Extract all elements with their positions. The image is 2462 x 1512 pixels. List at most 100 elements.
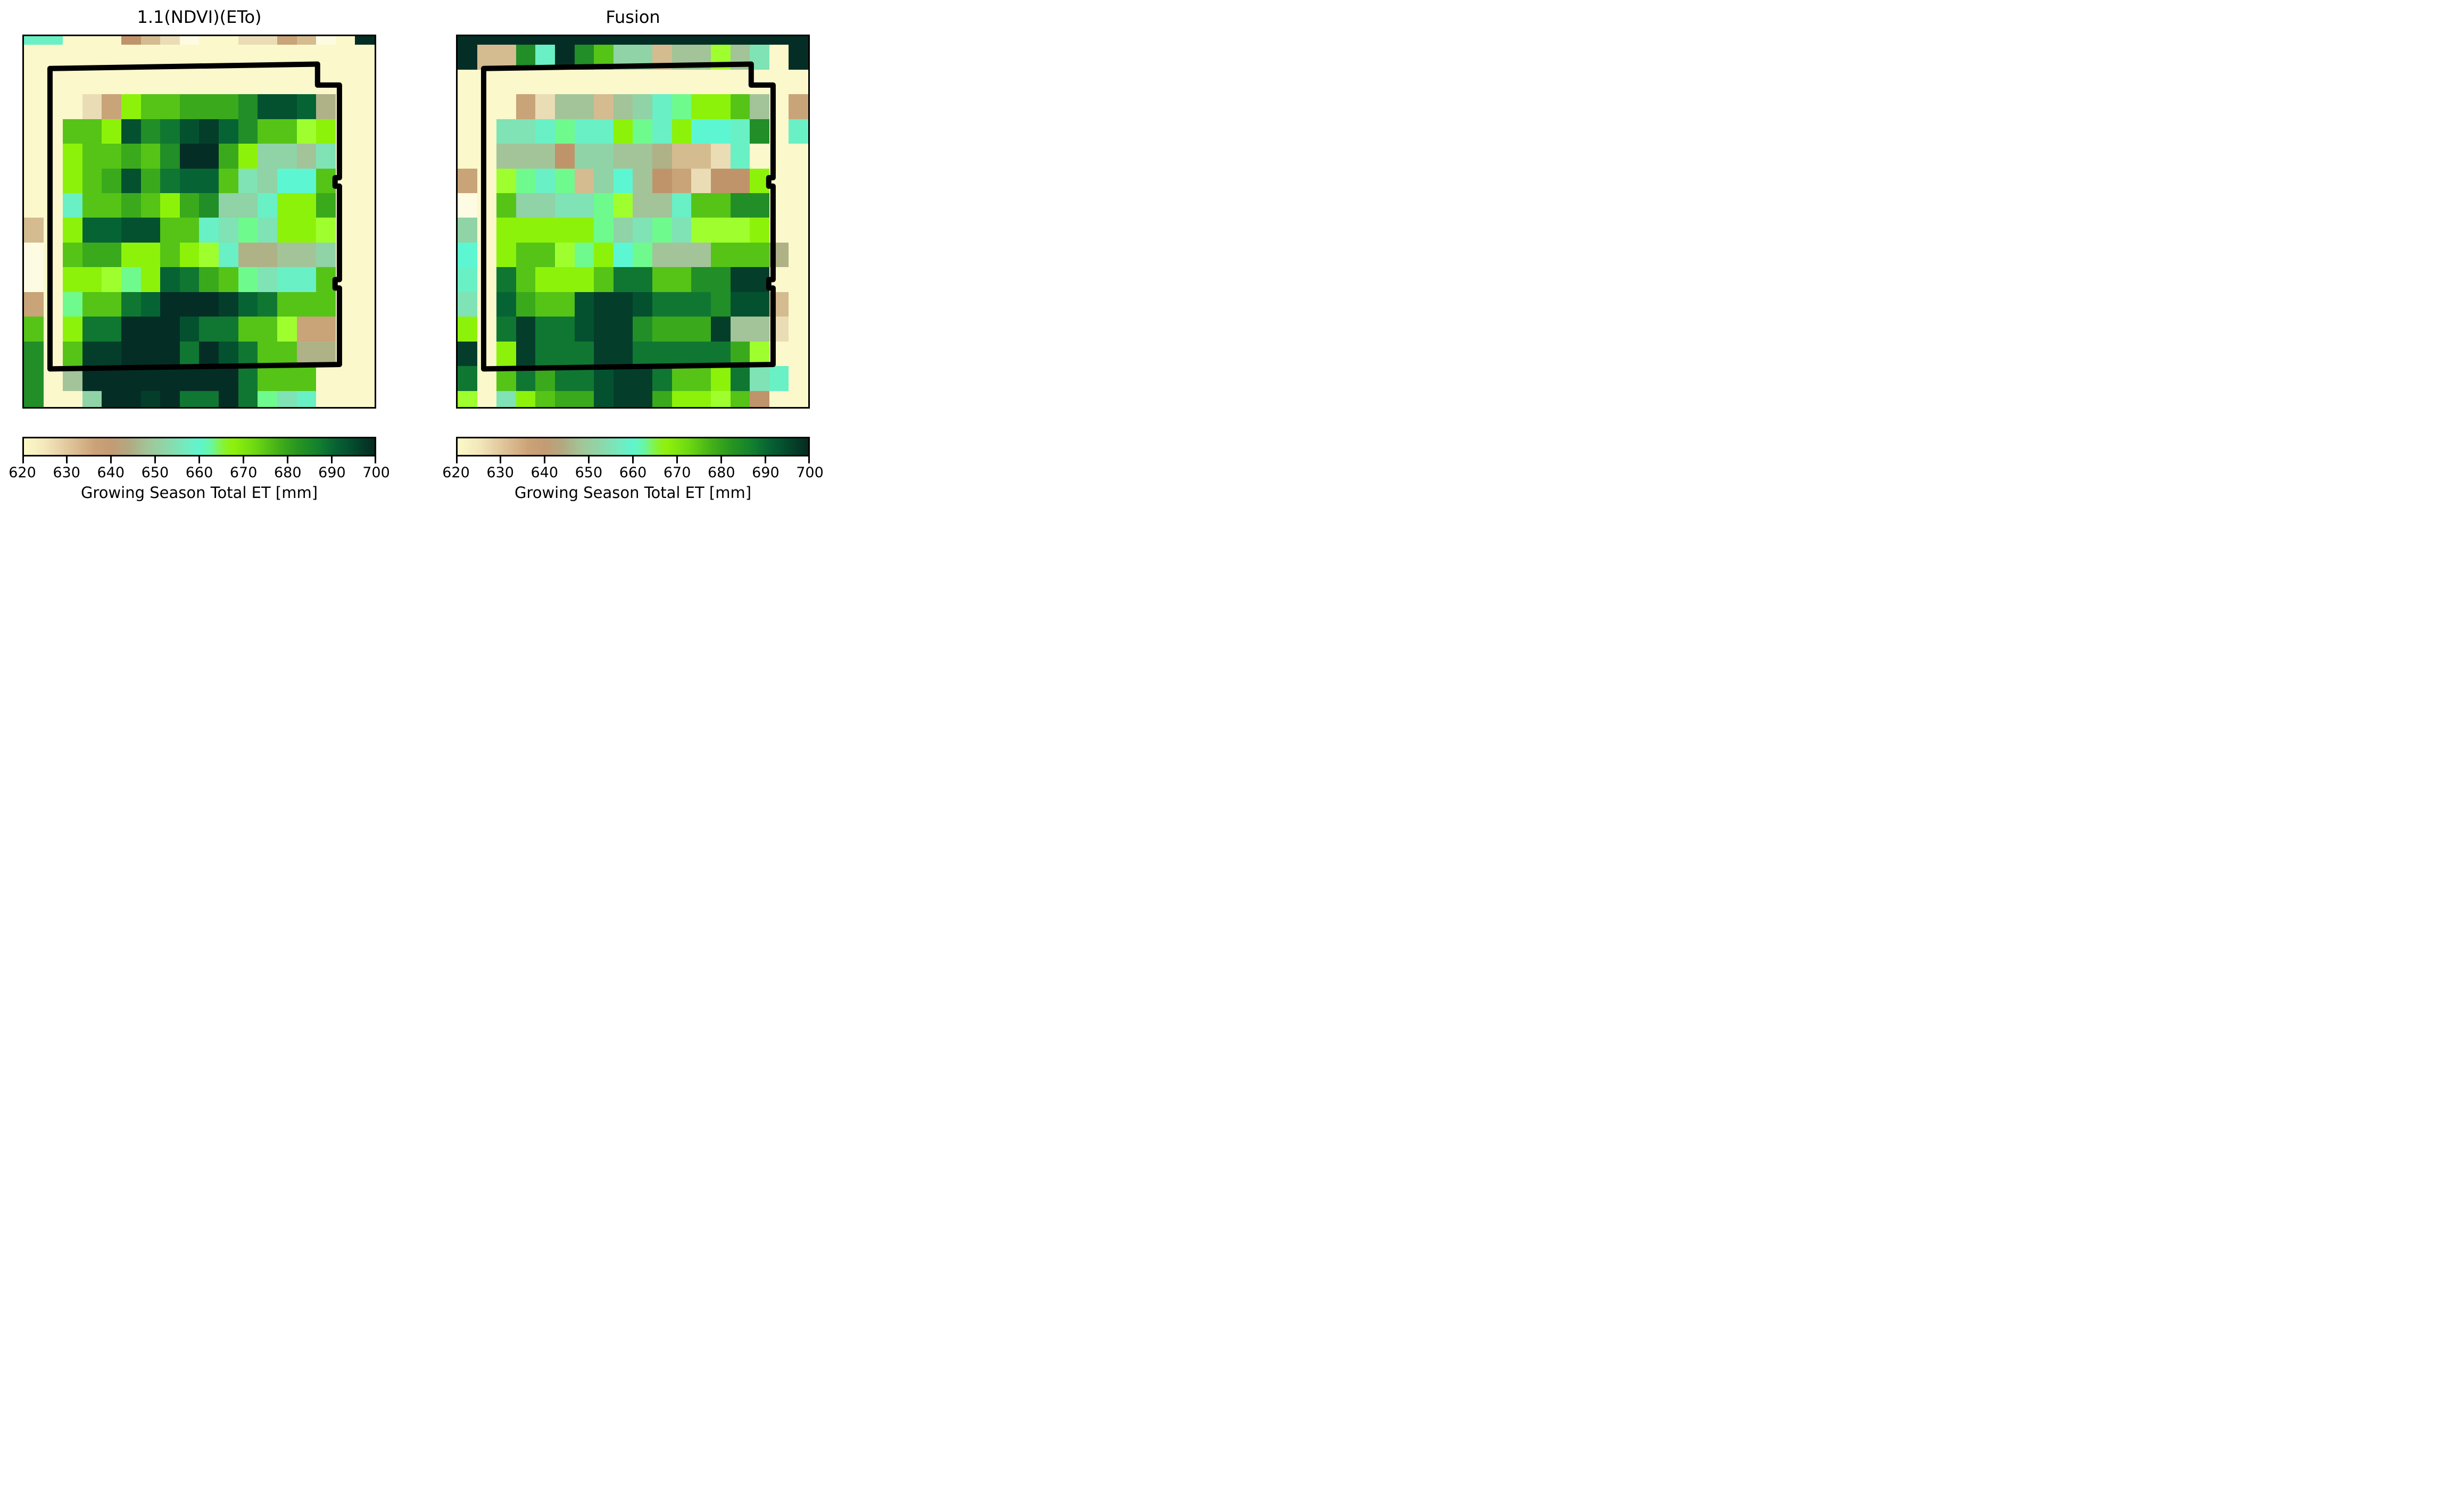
- heatmap-cell: [594, 193, 614, 218]
- heatmap-cell: [672, 366, 692, 391]
- heatmap-cell: [199, 69, 219, 95]
- heatmap-cell: [477, 292, 497, 317]
- heatmap-cell: [160, 45, 180, 70]
- heatmap-cell: [594, 317, 614, 342]
- heatmap-cell: [102, 45, 122, 70]
- colorbar-tick: [543, 456, 545, 463]
- colorbar-tick-label: 680: [273, 464, 302, 481]
- heatmap-row: [24, 144, 375, 169]
- heatmap-cell: [199, 218, 219, 243]
- heatmap-cell: [335, 317, 355, 342]
- heatmap-cell: [477, 36, 497, 45]
- heatmap-cell: [24, 267, 44, 292]
- heatmap-cell: [730, 242, 750, 268]
- heatmap-cell: [296, 292, 317, 317]
- heatmap-cell: [102, 193, 122, 218]
- heatmap-cell: [277, 45, 297, 70]
- heatmap-cell: [769, 341, 789, 367]
- heatmap-cell: [555, 242, 575, 268]
- heatmap-row: [24, 94, 375, 119]
- heatmap-cell: [277, 366, 297, 391]
- heatmap-cell: [477, 168, 497, 193]
- heatmap-cell: [594, 242, 614, 268]
- heatmap-cell: [769, 168, 789, 193]
- heatmap-cell: [633, 242, 653, 268]
- heatmap-cell: [672, 69, 692, 95]
- heatmap-cell: [238, 119, 258, 144]
- heatmap-cell: [458, 94, 477, 119]
- heatmap-cell: [710, 45, 731, 70]
- colorbar-tick-label: 620: [442, 464, 470, 481]
- heatmap-cell: [477, 144, 497, 169]
- heatmap-cell: [121, 36, 141, 45]
- heatmap-cell: [613, 193, 633, 218]
- heatmap-row: [458, 341, 808, 367]
- heatmap-cell: [179, 144, 200, 169]
- heatmap-cell: [535, 69, 556, 95]
- heatmap-cell: [574, 193, 594, 218]
- heatmap-cell: [535, 144, 556, 169]
- heatmap-cell: [277, 218, 297, 243]
- heatmap-cell: [179, 391, 200, 407]
- heatmap-cell: [516, 144, 536, 169]
- heatmap-cell: [121, 218, 141, 243]
- heatmap-cell: [63, 391, 82, 407]
- heatmap-row: [24, 45, 375, 70]
- heatmap-cell: [613, 341, 633, 367]
- heatmap-cell: [102, 267, 122, 292]
- heatmap-cell: [296, 193, 317, 218]
- heatmap-row: [458, 94, 808, 119]
- heatmap-cell: [43, 193, 63, 218]
- heatmap-cell: [672, 94, 692, 119]
- heatmap-cell: [750, 94, 769, 119]
- heatmap-cell: [613, 69, 633, 95]
- heatmap-cell: [652, 193, 672, 218]
- heatmap-cell: [750, 119, 769, 144]
- heatmap-cell: [63, 94, 82, 119]
- heatmap-cell: [516, 168, 536, 193]
- heatmap-cell: [140, 144, 161, 169]
- heatmap-cell: [82, 341, 102, 367]
- heatmap-cell: [535, 366, 556, 391]
- heatmap-cell: [652, 144, 672, 169]
- heatmap-cell: [574, 317, 594, 342]
- heatmap-cell: [140, 267, 161, 292]
- colorbar-tick: [499, 456, 501, 463]
- heatmap-cell: [140, 317, 161, 342]
- heatmap-cell: [750, 292, 769, 317]
- heatmap-cell: [730, 168, 750, 193]
- heatmap-cell: [633, 391, 653, 407]
- heatmap-cell: [574, 144, 594, 169]
- heatmap-cell: [24, 36, 44, 45]
- heatmap-cell: [594, 267, 614, 292]
- heatmap-cell: [160, 267, 180, 292]
- heatmap-cell: [102, 36, 122, 45]
- heatmap-cell: [769, 317, 789, 342]
- heatmap-cell: [769, 242, 789, 268]
- heatmap-cell: [121, 193, 141, 218]
- heatmap-cell: [335, 144, 355, 169]
- heatmap-cell: [63, 144, 82, 169]
- heatmap-cell: [594, 144, 614, 169]
- heatmap-cell: [710, 218, 731, 243]
- heatmap-cell: [594, 366, 614, 391]
- heatmap-cell: [296, 94, 317, 119]
- heatmap-cell: [82, 94, 102, 119]
- heatmap-cell: [258, 242, 277, 268]
- heatmap-cell: [613, 168, 633, 193]
- colorbar-tick: [587, 456, 590, 463]
- heatmap-row: [458, 119, 808, 144]
- heatmap-cell: [672, 193, 692, 218]
- heatmap-cell: [121, 292, 141, 317]
- heatmap-cell: [496, 317, 516, 342]
- colorbar-tick: [65, 456, 68, 463]
- colorbar-tick: [110, 456, 112, 463]
- heatmap-cell: [613, 144, 633, 169]
- heatmap-cell: [672, 242, 692, 268]
- heatmap-cell: [63, 218, 82, 243]
- heatmap-cell: [496, 119, 516, 144]
- heatmap-cell: [316, 317, 336, 342]
- heatmap-cell: [179, 69, 200, 95]
- heatmap-cell: [316, 267, 336, 292]
- heatmap-cell: [574, 341, 594, 367]
